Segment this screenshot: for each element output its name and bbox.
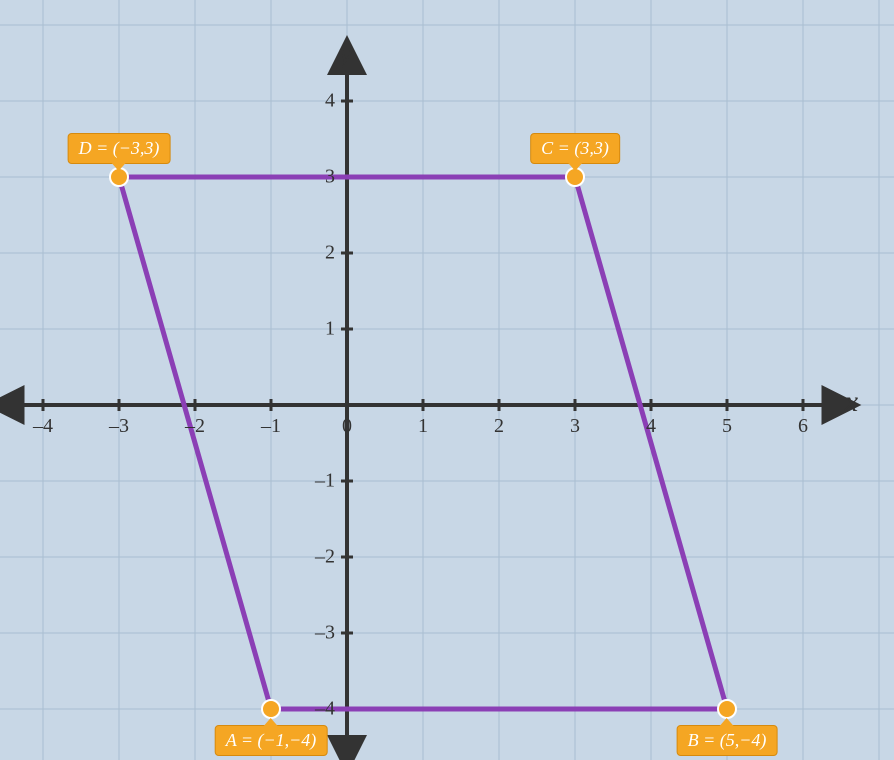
x-tick-label: 4 xyxy=(646,415,656,438)
x-tick-label: 0 xyxy=(342,415,352,438)
y-tick-label: 3 xyxy=(325,166,335,189)
vertex-label-C: C = (3,3) xyxy=(530,133,620,164)
y-tick-label: –1 xyxy=(315,470,335,493)
coordinate-plane: x y –4 –3 –2 –1 0 1 2 3 4 5 6 –4 –3 –2 –1 1 2 3 4 A = (−1,… xyxy=(0,0,894,760)
y-tick-label: 2 xyxy=(325,242,335,265)
x-tick-label: 2 xyxy=(494,415,504,438)
x-axis-label: x xyxy=(845,385,858,419)
shape-svg xyxy=(0,0,894,760)
y-tick-label: 4 xyxy=(325,90,335,113)
x-tick-label: –1 xyxy=(261,415,281,438)
y-tick-label: –3 xyxy=(315,622,335,645)
y-axis-label: y xyxy=(339,37,352,71)
y-tick-label: 1 xyxy=(325,318,335,341)
x-tick-label: 3 xyxy=(570,415,580,438)
vertex-label-A: A = (−1,−4) xyxy=(215,725,328,756)
vertex-label-B: B = (5,−4) xyxy=(677,725,778,756)
vertex-label-D: D = (−3,3) xyxy=(68,133,171,164)
y-tick-label: –2 xyxy=(315,546,335,569)
x-tick-label: 5 xyxy=(722,415,732,438)
x-tick-label: –3 xyxy=(109,415,129,438)
y-tick-label: –4 xyxy=(315,698,335,721)
x-tick-label: –2 xyxy=(185,415,205,438)
x-tick-label: –4 xyxy=(33,415,53,438)
x-tick-label: 1 xyxy=(418,415,428,438)
x-tick-label: 6 xyxy=(798,415,808,438)
